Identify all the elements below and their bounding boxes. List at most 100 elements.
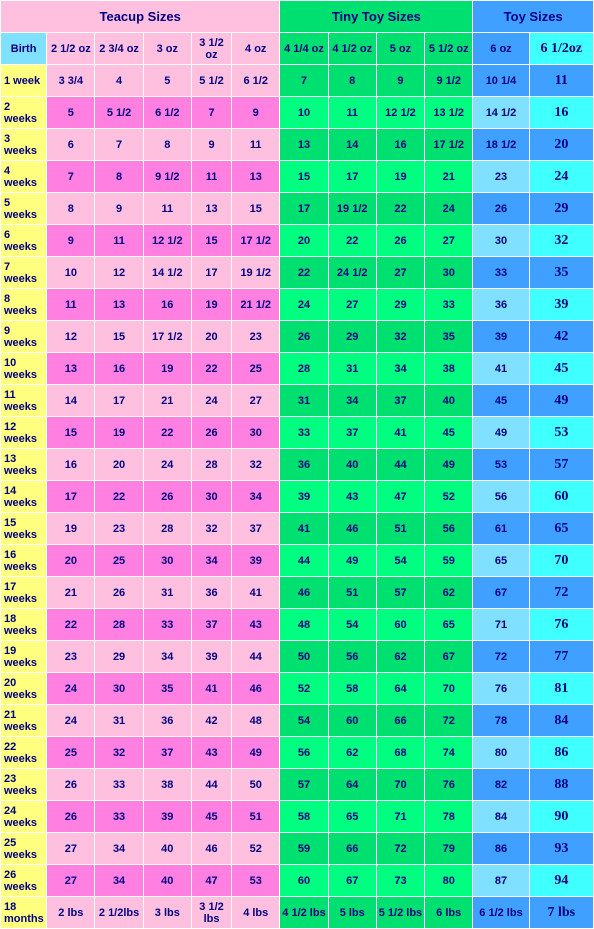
table-row: 4 weeks789 1/21113151719212324: [1, 161, 594, 193]
cell-value: 15: [47, 417, 95, 449]
cell-value: 21: [143, 385, 191, 417]
cell-value: 11: [47, 289, 95, 321]
cell-value: 24: [191, 385, 231, 417]
cell-value: 19: [95, 417, 143, 449]
cell-value: 17 1/2: [425, 129, 473, 161]
cell-value: 46: [191, 833, 231, 865]
cell-value: 60: [328, 705, 376, 737]
cell-value: 34: [143, 641, 191, 673]
cell-value: 22: [47, 609, 95, 641]
cell-value: 51: [376, 513, 424, 545]
cell-value: 33: [425, 289, 473, 321]
cell-value: 37: [328, 417, 376, 449]
cell-value: 26: [143, 481, 191, 513]
cell-value: 41: [191, 673, 231, 705]
cell-value: 34: [95, 865, 143, 897]
cell-value: 20: [280, 225, 328, 257]
cell-value: 76: [529, 609, 593, 641]
cell-value: 50: [232, 769, 280, 801]
cell-value: 12: [95, 257, 143, 289]
cell-value: 23: [47, 641, 95, 673]
cell-value: 54: [376, 545, 424, 577]
cell-value: 13: [280, 129, 328, 161]
cell-value: 5 lbs: [328, 897, 376, 929]
cell-value: 60: [376, 609, 424, 641]
cell-value: 17: [328, 161, 376, 193]
cell-value: 41: [232, 577, 280, 609]
column-header: 5 1/2 oz: [425, 33, 473, 65]
cell-value: 30: [191, 481, 231, 513]
cell-value: 40: [143, 865, 191, 897]
cell-value: 73: [376, 865, 424, 897]
column-header: 4 1/2 oz: [328, 33, 376, 65]
cell-value: 24: [47, 673, 95, 705]
cell-value: 2 lbs: [47, 897, 95, 929]
table-row: 10 weeks1316192225283134384145: [1, 353, 594, 385]
cell-value: 16: [376, 129, 424, 161]
cell-value: 62: [425, 577, 473, 609]
table-row: 24 weeks2633394551586571788490: [1, 801, 594, 833]
cell-value: 9: [95, 193, 143, 225]
table-row: 15 weeks1923283237414651566165: [1, 513, 594, 545]
table-row: 7 weeks101214 1/21719 1/22224 1/22730333…: [1, 257, 594, 289]
column-header-row: Birth2 1/2 oz2 3/4 oz3 oz3 1/2 oz4 oz4 1…: [1, 33, 594, 65]
cell-value: 24: [47, 705, 95, 737]
cell-value: 39: [232, 545, 280, 577]
row-label: 23 weeks: [1, 769, 47, 801]
cell-value: 19: [376, 161, 424, 193]
cell-value: 67: [425, 641, 473, 673]
table-row: 23 weeks2633384450576470768288: [1, 769, 594, 801]
cell-value: 29: [529, 193, 593, 225]
cell-value: 51: [328, 577, 376, 609]
cell-value: 15: [95, 321, 143, 353]
cell-value: 19 1/2: [328, 193, 376, 225]
cell-value: 44: [280, 545, 328, 577]
cell-value: 14 1/2: [473, 97, 529, 129]
cell-value: 65: [425, 609, 473, 641]
column-header: 4 oz: [232, 33, 280, 65]
cell-value: 13: [191, 193, 231, 225]
cell-value: 39: [473, 321, 529, 353]
cell-value: 32: [376, 321, 424, 353]
table-row: 6 weeks91112 1/21517 1/2202226273032: [1, 225, 594, 257]
table-row: 18 months2 lbs2 1/2lbs3 lbs3 1/2 lbs4 lb…: [1, 897, 594, 929]
table-body: 1 week3 3/4455 1/26 1/27899 1/210 1/4112…: [1, 65, 594, 929]
cell-value: 24: [280, 289, 328, 321]
row-label: 21 weeks: [1, 705, 47, 737]
cell-value: 37: [143, 737, 191, 769]
cell-value: 6 1/2 lbs: [473, 897, 529, 929]
cell-value: 10: [280, 97, 328, 129]
cell-value: 26: [376, 225, 424, 257]
cell-value: 22: [95, 481, 143, 513]
cell-value: 84: [473, 801, 529, 833]
cell-value: 40: [328, 449, 376, 481]
group-header: Teacup Sizes: [1, 1, 280, 33]
cell-value: 22: [143, 417, 191, 449]
cell-value: 17: [191, 257, 231, 289]
cell-value: 21: [425, 161, 473, 193]
cell-value: 5 1/2 lbs: [376, 897, 424, 929]
cell-value: 56: [473, 481, 529, 513]
cell-value: 25: [47, 737, 95, 769]
cell-value: 26: [191, 417, 231, 449]
cell-value: 80: [425, 865, 473, 897]
cell-value: 34: [95, 833, 143, 865]
cell-value: 9 1/2: [143, 161, 191, 193]
cell-value: 7: [191, 97, 231, 129]
cell-value: 17: [280, 193, 328, 225]
cell-value: 10 1/4: [473, 65, 529, 97]
cell-value: 36: [143, 705, 191, 737]
cell-value: 79: [425, 833, 473, 865]
cell-value: 31: [143, 577, 191, 609]
table-row: 2 weeks55 1/26 1/279101112 1/213 1/214 1…: [1, 97, 594, 129]
cell-value: 8: [95, 161, 143, 193]
cell-value: 48: [280, 609, 328, 641]
cell-value: 65: [473, 545, 529, 577]
cell-value: 87: [473, 865, 529, 897]
row-label: 19 weeks: [1, 641, 47, 673]
cell-value: 84: [529, 705, 593, 737]
cell-value: 22: [191, 353, 231, 385]
cell-value: 27: [425, 225, 473, 257]
cell-value: 86: [529, 737, 593, 769]
cell-value: 28: [280, 353, 328, 385]
